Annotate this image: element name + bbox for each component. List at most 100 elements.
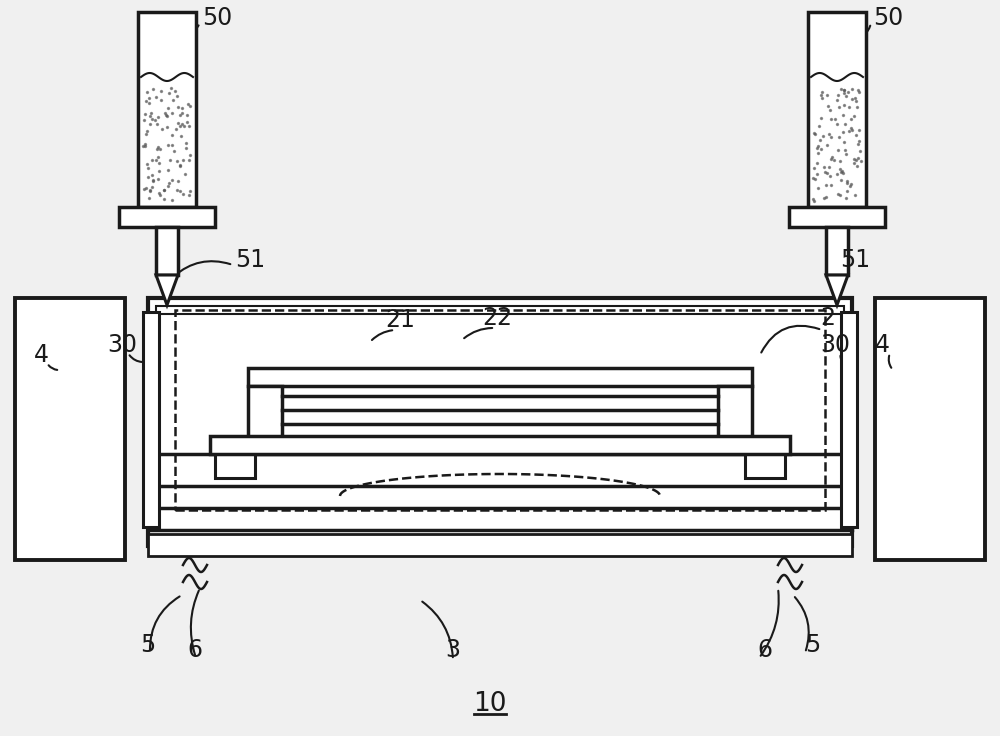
Text: 50: 50	[873, 6, 903, 30]
Point	[819, 139, 835, 151]
Bar	[148, 298, 852, 546]
Bar	[789, 207, 885, 227]
Point	[836, 84, 852, 96]
Point	[172, 109, 188, 121]
Point	[160, 165, 176, 177]
Point	[835, 110, 851, 121]
Point	[160, 102, 176, 114]
Point	[811, 120, 827, 132]
Point	[838, 191, 854, 203]
Point	[823, 113, 839, 125]
Bar	[156, 227, 178, 275]
Point	[816, 161, 832, 173]
Bar	[810, 75, 864, 207]
Point	[169, 155, 185, 167]
Point	[830, 188, 846, 200]
Point	[147, 114, 163, 126]
Point	[809, 157, 825, 169]
Point	[173, 130, 189, 142]
Point	[179, 116, 195, 127]
Point	[852, 145, 868, 157]
Bar	[718, 386, 752, 444]
Point	[821, 161, 837, 173]
Point	[849, 101, 865, 113]
Point	[841, 126, 857, 138]
Point	[143, 107, 159, 118]
Point	[848, 155, 864, 166]
Point	[170, 175, 186, 187]
Bar	[148, 508, 852, 530]
Point	[182, 99, 198, 111]
Point	[807, 174, 823, 185]
Point	[164, 174, 180, 185]
Point	[142, 184, 158, 196]
Point	[836, 99, 852, 111]
Point	[144, 181, 160, 193]
Point	[815, 130, 831, 142]
Bar	[15, 298, 125, 560]
Point	[177, 168, 193, 180]
Bar	[175, 310, 825, 510]
Point	[817, 166, 833, 178]
Point	[151, 165, 167, 177]
Point	[836, 135, 852, 147]
Point	[836, 87, 852, 99]
Point	[138, 182, 154, 194]
Point	[178, 138, 194, 149]
Point	[140, 171, 156, 183]
Point	[848, 130, 864, 141]
Point	[156, 193, 172, 205]
Point	[838, 149, 854, 160]
Point	[140, 162, 156, 174]
Point	[806, 195, 822, 207]
Point	[844, 93, 860, 105]
Bar	[119, 207, 215, 227]
Text: 30: 30	[820, 333, 850, 357]
Point	[819, 89, 835, 101]
Point	[846, 153, 862, 165]
Point	[138, 95, 154, 107]
Point	[181, 120, 197, 132]
Point	[826, 154, 842, 166]
Point	[145, 174, 161, 185]
Text: 5: 5	[140, 633, 155, 657]
Bar	[841, 312, 857, 527]
Text: 2: 2	[820, 306, 835, 330]
Point	[136, 114, 152, 126]
Point	[851, 86, 867, 98]
Point	[174, 107, 190, 119]
Point	[823, 131, 839, 143]
Polygon shape	[156, 275, 178, 305]
Point	[846, 157, 862, 169]
Point	[179, 109, 195, 121]
Point	[136, 183, 152, 195]
Point	[145, 175, 161, 187]
Point	[148, 154, 164, 166]
Point	[161, 177, 177, 189]
Point	[843, 178, 859, 190]
Point	[833, 82, 849, 94]
Text: 5: 5	[805, 633, 820, 657]
Point	[169, 184, 185, 196]
Point	[807, 129, 823, 141]
Point	[153, 93, 169, 105]
Point	[164, 194, 180, 206]
Point	[831, 102, 847, 113]
Point	[813, 144, 829, 155]
Bar	[148, 454, 852, 486]
Point	[148, 91, 164, 103]
Point	[135, 140, 151, 152]
Text: 4: 4	[34, 343, 49, 367]
Text: 6: 6	[757, 638, 772, 662]
Point	[819, 167, 835, 179]
Text: 3: 3	[445, 638, 460, 662]
Text: 51: 51	[235, 248, 265, 272]
Point	[172, 159, 188, 171]
Point	[822, 171, 838, 183]
Point	[182, 185, 198, 197]
Text: 21: 21	[385, 308, 415, 332]
Point	[829, 118, 845, 130]
Point	[166, 145, 182, 157]
Point	[150, 141, 166, 152]
Point	[170, 101, 186, 113]
